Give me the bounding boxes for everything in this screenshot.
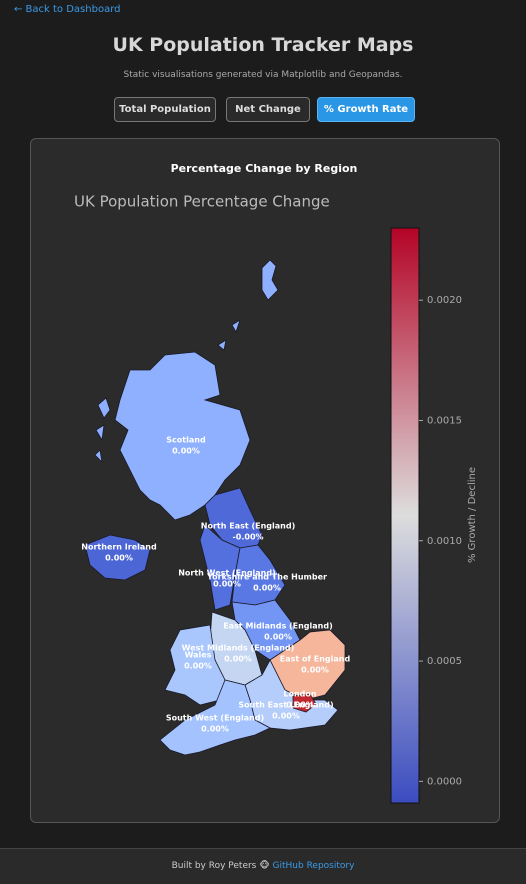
region-name: West Midlands (England) bbox=[182, 644, 295, 653]
region bbox=[199, 524, 241, 611]
region bbox=[164, 624, 226, 706]
region-value: 0.00% bbox=[253, 584, 281, 593]
region-name: South East (England) bbox=[238, 701, 333, 710]
github-link[interactable]: GitHub Repository bbox=[272, 861, 355, 871]
region-value: 0.00% bbox=[286, 701, 314, 710]
region-name: North East (England) bbox=[201, 522, 295, 531]
region-value: 0.00% bbox=[201, 725, 229, 734]
region-value: -0.00% bbox=[232, 533, 263, 542]
region-name: East of England bbox=[280, 655, 351, 664]
region-labels: Scotland 0.00% North East (England) -0.0… bbox=[81, 436, 350, 734]
map-figure: Percentage Change by Region UK Populatio… bbox=[74, 162, 478, 804]
region-value: 0.00% bbox=[264, 633, 292, 642]
region-value: 0.00% bbox=[213, 580, 241, 589]
region-name: Northern Ireland bbox=[81, 543, 157, 552]
footer: Built by Roy Peters 🐵 GitHub Repository bbox=[0, 848, 526, 884]
island bbox=[94, 397, 111, 464]
region-name: Scotland bbox=[166, 436, 206, 445]
tab[interactable]: Total Population bbox=[114, 97, 216, 122]
colorbar-tick-label: 0.0005 bbox=[427, 656, 462, 667]
region-value: 0.00% bbox=[172, 447, 200, 456]
map-title: UK Population Percentage Change bbox=[74, 193, 330, 211]
region bbox=[84, 534, 151, 581]
tab[interactable]: % Growth Rate bbox=[317, 97, 415, 122]
region-name: Wales bbox=[185, 651, 212, 660]
region-value: 0.00% bbox=[224, 655, 252, 664]
region-value: 0.00% bbox=[184, 662, 212, 671]
region bbox=[159, 679, 271, 756]
card-heading: Percentage Change by Region bbox=[171, 162, 358, 175]
colorbar-tick-label: 0.0015 bbox=[427, 415, 462, 426]
region-name: North West (England) bbox=[178, 569, 276, 578]
region-name: London bbox=[283, 690, 317, 699]
islands bbox=[94, 259, 279, 464]
region bbox=[292, 693, 317, 713]
region-value: 0.00% bbox=[105, 554, 133, 563]
subtitle: Static visualisations generated via Matp… bbox=[123, 70, 403, 80]
map-card: Percentage Change by Region UK Populatio… bbox=[30, 138, 500, 823]
region-value: 0.00% bbox=[301, 666, 329, 675]
colorbar-tick-label: 0.0000 bbox=[427, 776, 462, 787]
back-link[interactable]: ← Back to Dashboard bbox=[14, 4, 121, 15]
colorbar-tick-label: 0.0020 bbox=[427, 295, 462, 306]
footer-text: Built by Roy Peters bbox=[171, 861, 257, 871]
tab[interactable]: Net Change bbox=[226, 97, 310, 122]
colorbar-tick-label: 0.0010 bbox=[427, 536, 462, 547]
island bbox=[217, 319, 241, 351]
region bbox=[269, 629, 346, 701]
region-name: South West (England) bbox=[166, 714, 264, 723]
colorbar bbox=[390, 227, 420, 804]
region-name: Yorkshire and The Humber bbox=[206, 573, 327, 582]
island bbox=[261, 259, 279, 301]
page-title: UK Population Tracker Maps bbox=[112, 34, 414, 56]
region-value: 0.00% bbox=[272, 712, 300, 721]
colorbar-label: % Growth / Decline bbox=[467, 467, 478, 563]
region-name: East Midlands (England) bbox=[223, 622, 333, 631]
